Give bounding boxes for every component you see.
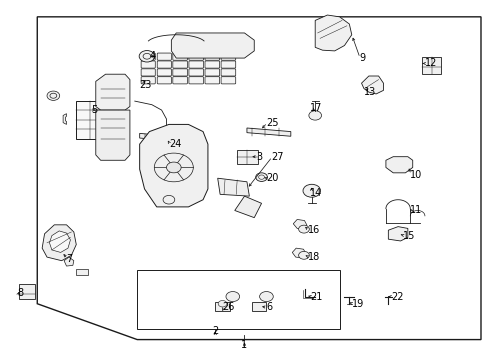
Polygon shape: [315, 15, 351, 51]
Text: 12: 12: [424, 58, 436, 68]
Text: 8: 8: [18, 288, 24, 298]
Circle shape: [163, 195, 174, 204]
Text: 27: 27: [271, 152, 283, 162]
Text: 1: 1: [241, 340, 247, 350]
Polygon shape: [292, 248, 305, 258]
Circle shape: [139, 50, 155, 62]
FancyBboxPatch shape: [141, 53, 155, 60]
Polygon shape: [140, 134, 181, 141]
Text: 24: 24: [168, 139, 181, 149]
Bar: [76, 269, 88, 275]
Text: 16: 16: [307, 225, 320, 235]
Text: 22: 22: [390, 292, 403, 302]
Text: 7: 7: [66, 254, 73, 264]
FancyBboxPatch shape: [172, 77, 187, 84]
FancyBboxPatch shape: [157, 77, 171, 84]
FancyBboxPatch shape: [221, 45, 235, 52]
Text: 26: 26: [222, 302, 234, 312]
FancyBboxPatch shape: [204, 61, 219, 68]
Polygon shape: [96, 110, 130, 160]
Text: 4: 4: [149, 51, 155, 61]
Circle shape: [255, 173, 267, 181]
Polygon shape: [42, 225, 76, 261]
FancyBboxPatch shape: [204, 69, 219, 76]
Text: 14: 14: [310, 188, 322, 198]
Text: 19: 19: [351, 299, 363, 309]
Bar: [237, 150, 257, 164]
FancyBboxPatch shape: [188, 77, 203, 84]
Text: 9: 9: [358, 53, 365, 63]
Polygon shape: [246, 128, 290, 136]
FancyBboxPatch shape: [157, 61, 171, 68]
Circle shape: [218, 301, 226, 307]
Polygon shape: [64, 257, 74, 266]
Polygon shape: [63, 114, 66, 125]
Circle shape: [259, 292, 273, 302]
FancyBboxPatch shape: [221, 77, 235, 84]
Circle shape: [308, 111, 321, 120]
FancyBboxPatch shape: [157, 69, 171, 76]
Circle shape: [298, 251, 309, 259]
Circle shape: [47, 91, 60, 100]
Polygon shape: [293, 220, 306, 229]
Text: 5: 5: [91, 105, 97, 115]
Polygon shape: [49, 231, 70, 252]
FancyBboxPatch shape: [221, 69, 235, 76]
Text: 11: 11: [409, 206, 422, 216]
Text: 6: 6: [266, 302, 272, 312]
Polygon shape: [140, 125, 207, 207]
Text: 13: 13: [363, 87, 375, 97]
FancyBboxPatch shape: [172, 61, 187, 68]
Bar: [251, 302, 266, 311]
FancyBboxPatch shape: [188, 61, 203, 68]
FancyBboxPatch shape: [172, 69, 187, 76]
FancyBboxPatch shape: [141, 69, 155, 76]
Text: 3: 3: [256, 152, 262, 162]
FancyBboxPatch shape: [188, 53, 203, 60]
Text: 23: 23: [140, 80, 152, 90]
Circle shape: [303, 184, 320, 197]
Text: 15: 15: [402, 231, 414, 240]
Circle shape: [225, 292, 239, 302]
Bar: [76, 101, 118, 139]
Polygon shape: [234, 196, 261, 218]
FancyBboxPatch shape: [204, 77, 219, 84]
Polygon shape: [96, 74, 130, 110]
FancyBboxPatch shape: [221, 53, 235, 60]
FancyBboxPatch shape: [221, 61, 235, 68]
Polygon shape: [387, 226, 407, 241]
FancyBboxPatch shape: [204, 45, 219, 52]
FancyBboxPatch shape: [172, 53, 187, 60]
FancyBboxPatch shape: [141, 61, 155, 68]
FancyBboxPatch shape: [141, 77, 155, 84]
Text: 18: 18: [307, 252, 320, 262]
Text: 20: 20: [266, 173, 278, 183]
FancyBboxPatch shape: [188, 69, 203, 76]
Bar: [137, 270, 339, 329]
FancyBboxPatch shape: [172, 45, 187, 52]
Polygon shape: [171, 33, 254, 58]
FancyBboxPatch shape: [204, 53, 219, 60]
Polygon shape: [385, 157, 412, 173]
Text: 10: 10: [409, 170, 422, 180]
Circle shape: [298, 225, 309, 233]
Text: 17: 17: [310, 103, 322, 113]
Polygon shape: [217, 178, 249, 196]
Text: 25: 25: [266, 118, 278, 128]
Polygon shape: [361, 76, 383, 94]
Circle shape: [166, 162, 181, 173]
FancyBboxPatch shape: [157, 53, 171, 60]
Text: 2: 2: [212, 326, 218, 336]
Text: 21: 21: [310, 292, 322, 302]
Bar: [19, 284, 35, 299]
Bar: [422, 57, 440, 74]
FancyBboxPatch shape: [188, 45, 203, 52]
Bar: [215, 302, 229, 311]
